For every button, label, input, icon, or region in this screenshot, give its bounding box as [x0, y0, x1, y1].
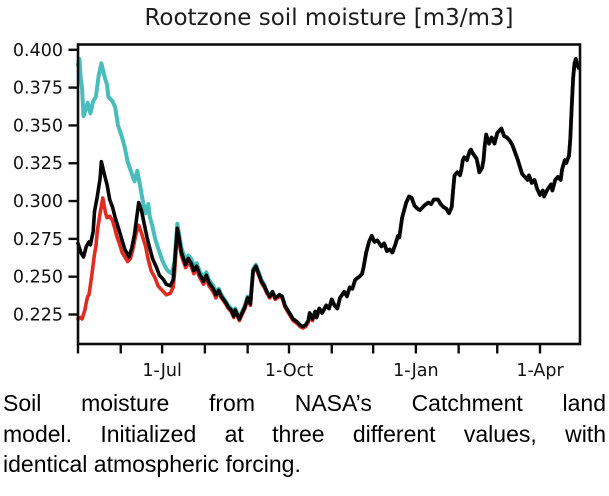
x-tick-label: 1-Jul: [142, 361, 182, 381]
y-tick-label: 0.250: [13, 268, 63, 288]
y-tick-label: 0.300: [13, 192, 63, 212]
y-tick-label: 0.325: [13, 154, 63, 174]
y-tick-label: 0.275: [13, 230, 63, 250]
y-tick-label: 0.400: [13, 41, 63, 61]
series-line-red: [76, 57, 581, 330]
y-tick-label: 0.225: [13, 306, 63, 326]
caption-line-3: identical atmospheric forcing.: [3, 451, 301, 477]
caption-line-1: Soil moisture from NASA’s Catchment land: [3, 390, 606, 416]
y-tick-label: 0.350: [13, 116, 63, 136]
caption-line-2: model. Initialized at three different va…: [3, 420, 606, 447]
figure-caption: Soil moisture from NASA’s Catchment land…: [3, 388, 606, 480]
chart-title: Rootzone soil moisture [m3/m3]: [144, 5, 514, 31]
y-tick-label: 0.375: [13, 79, 63, 99]
series-line-teal: [76, 56, 581, 329]
soil-moisture-chart: 1-Jul 1-Oct 1-Jan 1-Apr 0.225 0.250 0.275 0.300…: [13, 41, 582, 381]
x-tick-label: 1-Oct: [265, 361, 313, 381]
x-tick-label: 1-Apr: [516, 361, 564, 381]
series-line-black: [76, 57, 581, 329]
x-tick-label: 1-Jan: [393, 361, 438, 381]
plot-frame: [76, 43, 582, 346]
